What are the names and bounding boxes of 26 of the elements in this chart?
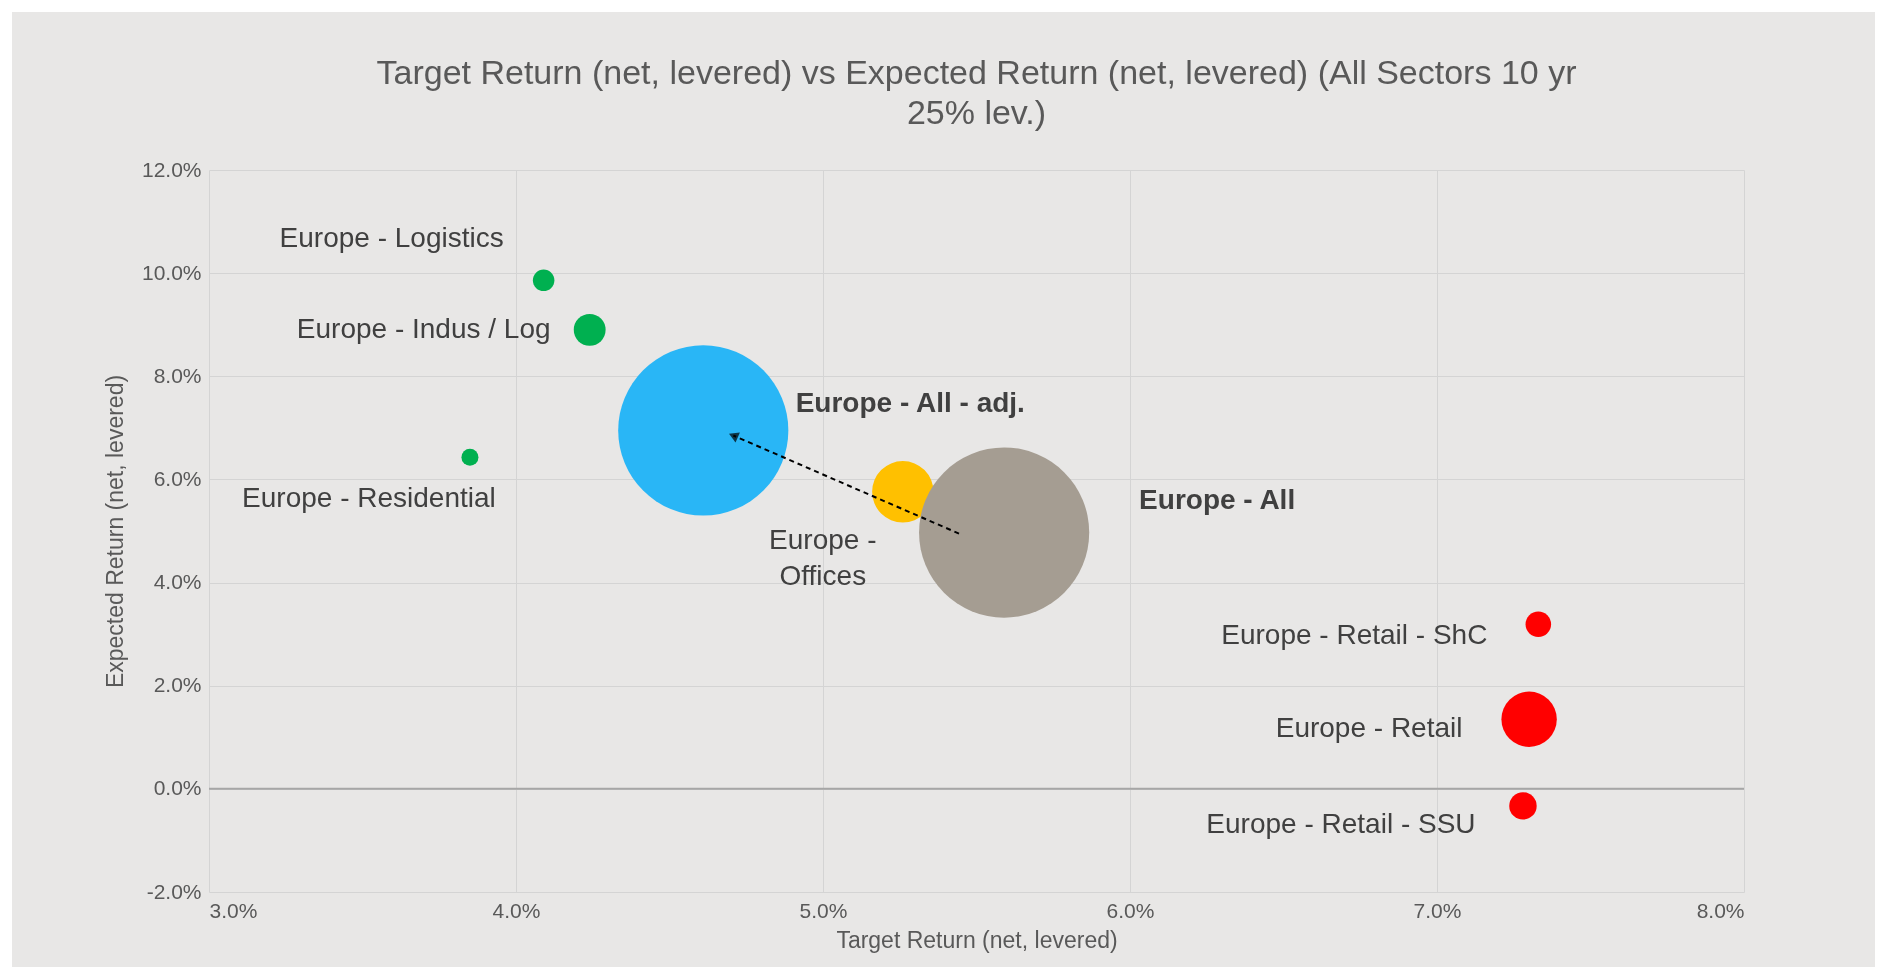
y-tick-label: 4.0% bbox=[153, 570, 202, 594]
series-label: Europe - Offices bbox=[769, 523, 877, 591]
series-label: Europe - Logistics bbox=[279, 222, 504, 254]
x-tick-label: 3.0% bbox=[209, 898, 258, 922]
series-label: Europe - Residential bbox=[242, 482, 496, 514]
x-tick-label: 6.0% bbox=[1106, 898, 1155, 922]
series-label: Europe - All bbox=[1139, 483, 1296, 515]
chart-title: Target Return (net, levered) vs Expected Return (net, levered) (All Sectors 10 yr 25% lev.) bbox=[376, 53, 1577, 131]
series-label: Europe - All - adj. bbox=[795, 387, 1025, 419]
x-tick-label: 8.0% bbox=[1696, 898, 1745, 922]
series-label: Europe - Retail - ShC bbox=[1221, 619, 1488, 651]
x-tick-label: 4.0% bbox=[492, 898, 541, 922]
y-tick-label: 6.0% bbox=[153, 466, 202, 490]
y-axis-title: Expected Return (net, levered) bbox=[101, 374, 128, 689]
series-label: Europe - Retail bbox=[1275, 712, 1463, 744]
y-tick-label: 10.0% bbox=[141, 260, 202, 284]
x-tick-label: 5.0% bbox=[799, 898, 848, 922]
y-tick-label: 2.0% bbox=[153, 673, 202, 697]
x-axis-title: Target Return (net, levered) bbox=[836, 926, 1118, 953]
y-tick-label: -2.0% bbox=[146, 879, 202, 903]
series-label: Europe - Indus / Log bbox=[296, 312, 551, 344]
series-label: Europe - Retail - SSU bbox=[1206, 807, 1476, 839]
y-tick-label: 8.0% bbox=[153, 363, 202, 387]
y-tick-label: 0.0% bbox=[153, 776, 202, 800]
x-tick-label: 7.0% bbox=[1413, 898, 1462, 922]
y-tick-label: 12.0% bbox=[141, 157, 202, 181]
